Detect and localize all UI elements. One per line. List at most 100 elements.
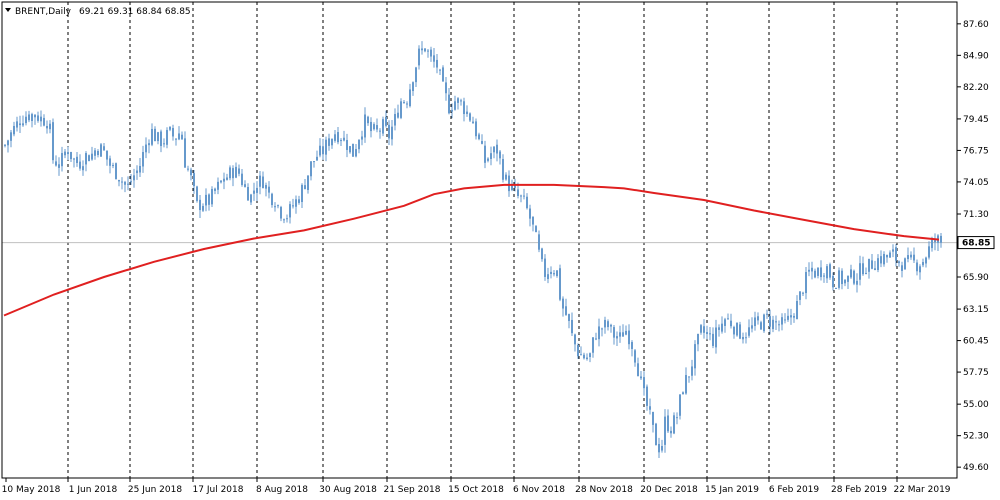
candle-body	[775, 321, 777, 323]
candle-body	[100, 144, 102, 157]
candle-body	[412, 82, 414, 92]
candle-body	[604, 319, 606, 328]
candle-body	[403, 101, 405, 103]
candle-body	[859, 263, 861, 280]
candle-body	[925, 257, 927, 264]
candle-body	[475, 121, 477, 137]
candle-body	[196, 186, 198, 201]
candle-body	[508, 175, 510, 192]
candle-body	[349, 146, 351, 153]
candle-body	[361, 136, 363, 140]
candle-body	[331, 138, 333, 146]
candle-body	[325, 139, 327, 155]
y-tick-label: 60.45	[963, 337, 989, 347]
x-tick-label: 21 Sep 2018	[383, 485, 440, 495]
candle-body	[679, 394, 681, 416]
candle-body	[199, 199, 201, 211]
candle-body	[613, 327, 615, 338]
candle-body	[529, 208, 531, 219]
candle-body	[520, 195, 522, 197]
candle-body	[259, 175, 261, 187]
x-tick-label: 20 Dec 2018	[640, 485, 698, 495]
candle-body	[454, 101, 456, 110]
candle-body	[811, 267, 813, 272]
candle-body	[250, 194, 252, 203]
candle-body	[13, 125, 15, 135]
candle-body	[907, 255, 909, 260]
candle-body	[931, 239, 933, 249]
candle-body	[319, 145, 321, 156]
candle-body	[445, 82, 447, 94]
x-axis-ticks: 10 May 2018 1 Jun 2018 25 Jun 2018 17 Jul 2…	[2, 478, 951, 495]
candle-body	[109, 158, 111, 166]
candle-body	[634, 350, 636, 363]
y-tick-label: 76.75	[963, 146, 989, 156]
candle-body	[40, 116, 42, 122]
candle-body	[205, 194, 207, 206]
candle-body	[556, 270, 558, 277]
candle-body	[316, 156, 318, 161]
candle-body	[22, 123, 24, 126]
candle-body	[88, 155, 90, 162]
candle-body	[892, 249, 894, 252]
candle-body	[307, 175, 309, 190]
candle-body	[253, 190, 255, 194]
candle-body	[268, 186, 270, 193]
candle-body	[394, 114, 396, 126]
candle-body	[535, 226, 537, 233]
y-tick-label: 84.90	[963, 51, 989, 61]
candle-body	[544, 258, 546, 277]
candle-body	[217, 181, 219, 190]
candle-body	[223, 178, 225, 182]
moving-average-line	[3, 183, 940, 317]
candle-body	[280, 207, 282, 219]
candle-body	[262, 176, 264, 189]
dropdown-triangle-icon[interactable]	[5, 8, 11, 12]
candle-body	[7, 140, 9, 146]
candle-body	[52, 122, 54, 161]
y-tick-label: 55.00	[963, 400, 989, 410]
candle-body	[718, 327, 720, 330]
candle-body	[352, 143, 354, 157]
candle-body	[805, 271, 807, 294]
candle-body	[166, 130, 168, 145]
y-tick-label: 49.60	[963, 463, 989, 473]
candle-body	[748, 327, 750, 336]
candle-body	[700, 325, 702, 333]
candle-body	[820, 267, 822, 278]
candle-body	[631, 342, 633, 349]
candle-body	[751, 325, 753, 329]
candle-body	[304, 185, 306, 189]
candle-body	[706, 332, 708, 335]
candle-body	[703, 326, 705, 333]
candle-body	[25, 116, 27, 124]
candle-body	[130, 181, 132, 183]
candle-body	[610, 324, 612, 327]
candle-body	[31, 114, 33, 122]
candle-body	[862, 263, 864, 275]
candle-body	[499, 151, 501, 159]
candle-body	[457, 98, 459, 103]
candle-body	[382, 119, 384, 134]
x-tick-label: 22 Mar 2019	[893, 485, 950, 495]
y-tick-label: 79.45	[963, 115, 989, 125]
price-tag-box	[957, 236, 995, 250]
candle-body	[274, 206, 276, 208]
candle-body	[367, 116, 369, 124]
candle-body	[733, 326, 735, 335]
candle-body	[553, 273, 555, 275]
candle-body	[346, 140, 348, 150]
candle-body	[601, 328, 603, 330]
candle-body	[172, 128, 174, 137]
candle-body	[514, 185, 516, 188]
candle-body	[586, 357, 588, 360]
candle-body	[736, 322, 738, 336]
candle-body	[547, 274, 549, 280]
candle-body	[289, 204, 291, 218]
candle-body	[691, 366, 693, 376]
candle-body	[145, 144, 147, 153]
candle-body	[163, 143, 165, 145]
candle-body	[643, 377, 645, 389]
candle-body	[313, 161, 315, 163]
